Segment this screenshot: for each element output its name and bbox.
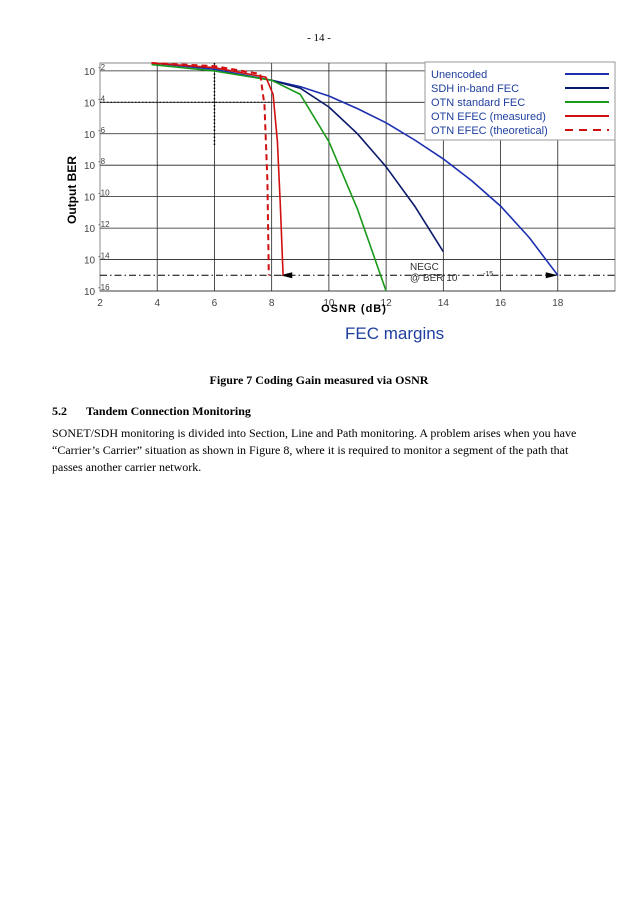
legend-label: Unencoded — [431, 69, 487, 81]
legend-label: OTN EFEC (measured) — [431, 111, 546, 123]
y-tick-label: 10 — [84, 130, 96, 141]
y-tick-exponent: -2 — [98, 63, 106, 72]
x-tick-label: 10 — [323, 298, 335, 309]
x-axis-label: OSNR (dB) — [321, 303, 387, 315]
y-tick-label: 10 — [84, 98, 96, 109]
y-tick-exponent: -4 — [98, 94, 106, 103]
legend-label: OTN EFEC (theoretical) — [431, 125, 548, 137]
section-paragraph: SONET/SDH monitoring is divided into Sec… — [52, 426, 577, 474]
x-tick-labels: 2 4 6 8 10 12 14 16 18 — [97, 298, 564, 309]
x-tick-label: 4 — [154, 298, 160, 309]
y-tick-label: 10 — [84, 161, 96, 172]
arrow-head-right — [545, 272, 558, 279]
y-tick-exponent: -10 — [98, 189, 110, 198]
x-tick-label: 8 — [269, 298, 275, 309]
negc-ber-label: @ BER 10 — [410, 273, 458, 284]
series-line-2 — [151, 63, 387, 292]
series-line-1 — [271, 79, 444, 253]
guide-lines — [100, 63, 615, 279]
negc-ber-exponent: -15 — [483, 271, 493, 278]
section-heading: 5.2 Tandem Connection Monitoring — [52, 404, 251, 419]
x-tick-label: 14 — [438, 298, 450, 309]
negc-label: NEGC — [410, 262, 439, 273]
y-tick-exponent: -16 — [98, 283, 110, 292]
page-number: - 14 - — [307, 32, 331, 44]
y-tick-label: 10 — [84, 256, 96, 267]
section-number: 5.2 — [52, 404, 67, 418]
y-tick-label: 10 — [84, 224, 96, 235]
x-tick-label: 16 — [495, 298, 507, 309]
x-tick-label: 2 — [97, 298, 103, 309]
x-tick-label: 12 — [381, 298, 393, 309]
y-tick-exponent: -14 — [98, 252, 110, 261]
negc-annotation: NEGC @ BER 10 -15 — [410, 262, 493, 284]
arrow-head-left — [280, 272, 293, 279]
y-axis-label: Output BER — [65, 156, 79, 224]
fec-margins-label: FEC margins — [345, 324, 445, 343]
y-tick-exponent: -12 — [98, 220, 110, 229]
y-tick-exponent: -6 — [98, 126, 106, 135]
chart-legend: Unencoded SDH in-band FEC OTN standard FEC… — [424, 61, 616, 141]
legend-label: OTN standard FEC — [431, 97, 525, 109]
y-tick-label: 10 — [84, 67, 96, 78]
section-title: Tandem Connection Monitoring — [86, 404, 251, 418]
y-tick-exponent: -8 — [98, 157, 106, 166]
series-lines — [151, 62, 559, 292]
y-tick-label: 10 — [84, 287, 96, 298]
series-line-3 — [151, 62, 284, 276]
legend-label: SDH in-band FEC — [431, 83, 519, 95]
y-tick-label: 10 — [84, 193, 96, 204]
x-tick-label: 18 — [552, 298, 564, 309]
x-tick-label: 6 — [212, 298, 218, 309]
series-line-4 — [151, 62, 270, 276]
figure-caption: Figure 7 Coding Gain measured via OSNR — [209, 373, 429, 387]
